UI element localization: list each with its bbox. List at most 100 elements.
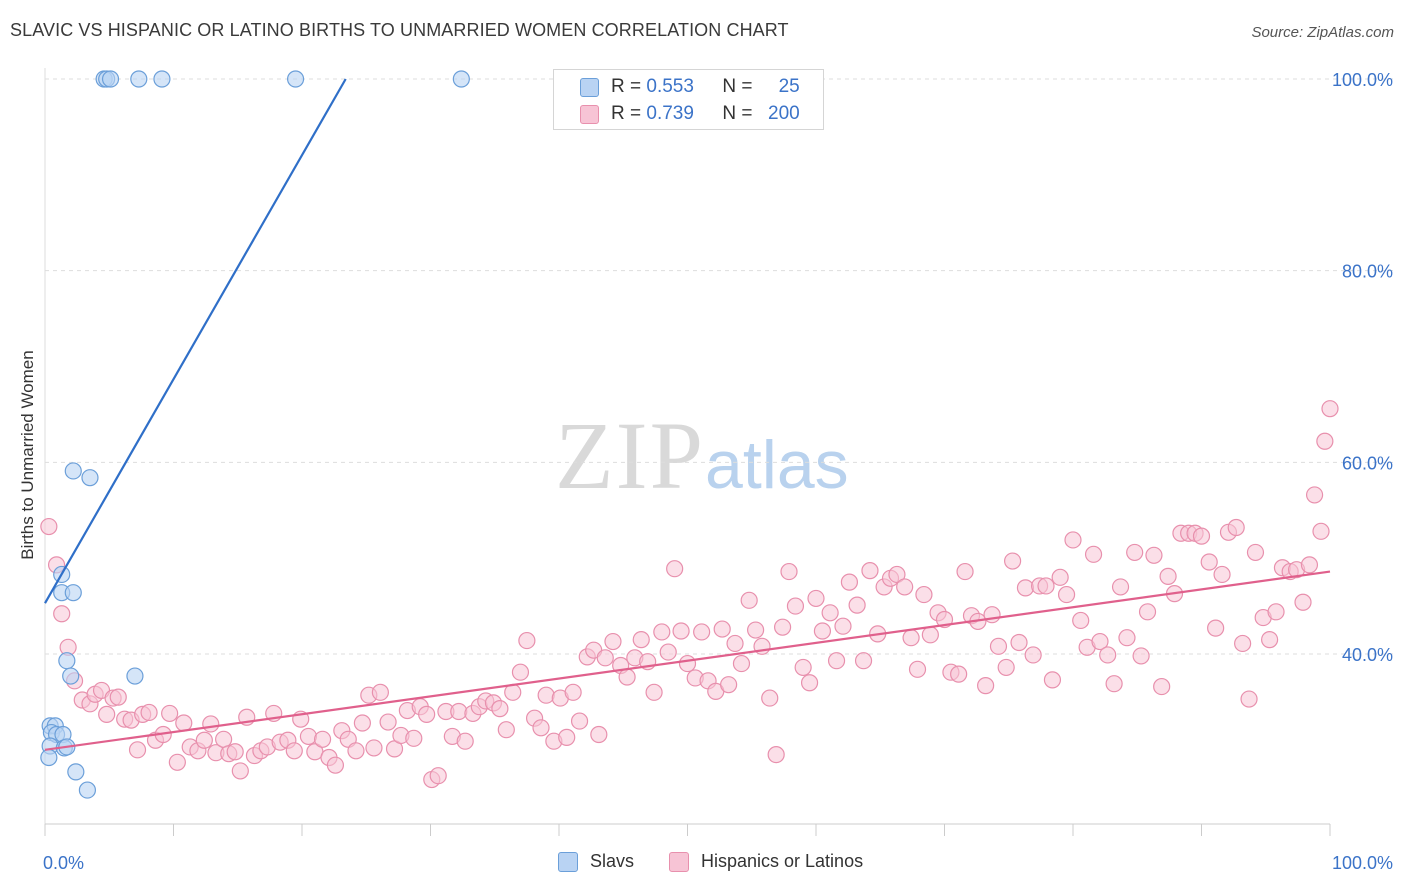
hispanic-point — [1099, 646, 1117, 664]
watermark-atlas: atlas — [705, 427, 849, 503]
hispanic-point — [532, 719, 550, 737]
slavs-legend-swatch — [558, 851, 578, 872]
slav-point — [130, 70, 148, 88]
hispanic-point — [450, 702, 468, 721]
slav-point — [64, 462, 82, 480]
hispanic-point — [161, 704, 179, 723]
hispanic-point — [168, 753, 186, 771]
hispanic-point — [140, 703, 158, 722]
slav-point — [101, 70, 120, 88]
hispanic-point — [326, 756, 345, 774]
hispanic-point — [1200, 553, 1218, 571]
hisp-n-value: 200 — [768, 103, 800, 124]
legend-item-hisp[interactable]: Hispanics or Latinos — [669, 851, 863, 872]
hispanic-point — [1246, 543, 1265, 562]
hispanic-point — [299, 727, 318, 746]
y-tick-label: 100.0% — [1332, 70, 1393, 90]
hispanic-point — [456, 732, 474, 750]
hispanic-point — [794, 658, 812, 677]
hispanic-point — [109, 688, 127, 706]
hispanic-point — [1316, 432, 1334, 450]
hispanic-point — [1312, 522, 1330, 540]
hispanic-point — [511, 663, 530, 681]
hisp-legend-swatch — [669, 851, 689, 872]
hispanic-point — [800, 674, 819, 692]
hispanic-point — [1159, 567, 1177, 585]
hispanic-point — [405, 729, 423, 747]
hispanic-point — [1091, 632, 1109, 651]
zipatlas-watermark: ZIPatlas — [555, 400, 849, 511]
hispanic-point — [997, 658, 1015, 677]
source-label: Source: ZipAtlas.com — [1251, 24, 1394, 41]
slavs-legend-label: Slavs — [590, 851, 635, 871]
slavs-n-label: N = — [722, 76, 758, 97]
hispanic-point — [632, 631, 650, 649]
hispanic-point — [1072, 611, 1090, 630]
slavs-swatch — [580, 77, 599, 97]
hispanic-point — [1213, 565, 1231, 584]
hispanic-point — [678, 654, 697, 673]
hispanic-point — [747, 621, 765, 639]
hispanic-point — [915, 585, 933, 604]
slav-point — [452, 70, 470, 88]
slav-point — [126, 667, 144, 685]
hispanic-point — [429, 767, 447, 785]
hispanic-point — [902, 629, 920, 647]
slav-point — [286, 70, 305, 88]
gridlines — [45, 78, 1394, 655]
hispanic-point — [347, 742, 365, 760]
hispanic-point — [740, 591, 758, 609]
hispanic-point — [1138, 603, 1157, 621]
slavs-r-label: R = — [611, 76, 647, 97]
hisp-n-label: N = — [722, 103, 758, 124]
hispanic-point — [497, 721, 515, 739]
hispanic-point — [950, 665, 968, 683]
hispanic-point — [767, 746, 785, 764]
tick-labels: 40.0% 60.0% 80.0% 100.0% 0.0% 100.0% — [43, 70, 1393, 873]
chart-title: SLAVIC VS HISPANIC OR LATINO BIRTHS TO U… — [10, 20, 789, 40]
hispanic-point — [1010, 633, 1028, 652]
hispanic-point — [40, 517, 58, 536]
y-tick-label: 60.0% — [1342, 453, 1393, 473]
hispanic-point — [1267, 603, 1285, 621]
hispanic-point — [780, 562, 798, 581]
hispanic-point — [1153, 677, 1171, 696]
hispanic-point — [1118, 629, 1136, 647]
slav-point — [40, 748, 58, 767]
hispanic-point — [226, 743, 244, 761]
hispanic-point — [1305, 486, 1324, 504]
hispanic-point — [596, 649, 614, 667]
hispanic-point — [896, 578, 914, 596]
hispanic-point — [1300, 556, 1319, 574]
slav-point — [62, 667, 80, 685]
hispanic-point — [353, 714, 371, 732]
hispanic-point — [821, 604, 839, 622]
hispanic-point — [604, 632, 622, 651]
series-legend: Slavs Hispanics or Latinos — [0, 851, 1406, 879]
y-tick-label: 40.0% — [1342, 645, 1393, 665]
slav-point — [81, 469, 99, 487]
y-axis-label: Births to Unmarried Women — [18, 350, 37, 560]
hispanic-point — [1132, 647, 1150, 665]
slav-point — [58, 652, 76, 670]
hispanic-point — [1105, 675, 1123, 693]
y-tick-label: 80.0% — [1342, 262, 1393, 282]
hispanic-point — [215, 730, 233, 748]
hispanic-point — [827, 652, 846, 670]
hispanic-point — [313, 730, 332, 748]
x-tick-label: 0.0% — [43, 853, 84, 873]
hispanic-point — [128, 741, 147, 759]
hispanic-point — [195, 731, 213, 749]
hispanics-points — [40, 400, 1339, 789]
hispanic-point — [645, 683, 663, 701]
hispanic-point — [1227, 518, 1245, 537]
hispanic-point — [773, 618, 792, 636]
hispanic-point — [53, 605, 71, 623]
hispanic-point — [518, 631, 536, 650]
legend-item-slavs[interactable]: Slavs — [558, 851, 634, 872]
hispanic-point — [1037, 577, 1055, 595]
hispanic-point — [713, 620, 731, 638]
hispanic-point — [834, 617, 852, 635]
hispanic-point — [1192, 527, 1211, 545]
hispanic-point — [537, 686, 555, 704]
